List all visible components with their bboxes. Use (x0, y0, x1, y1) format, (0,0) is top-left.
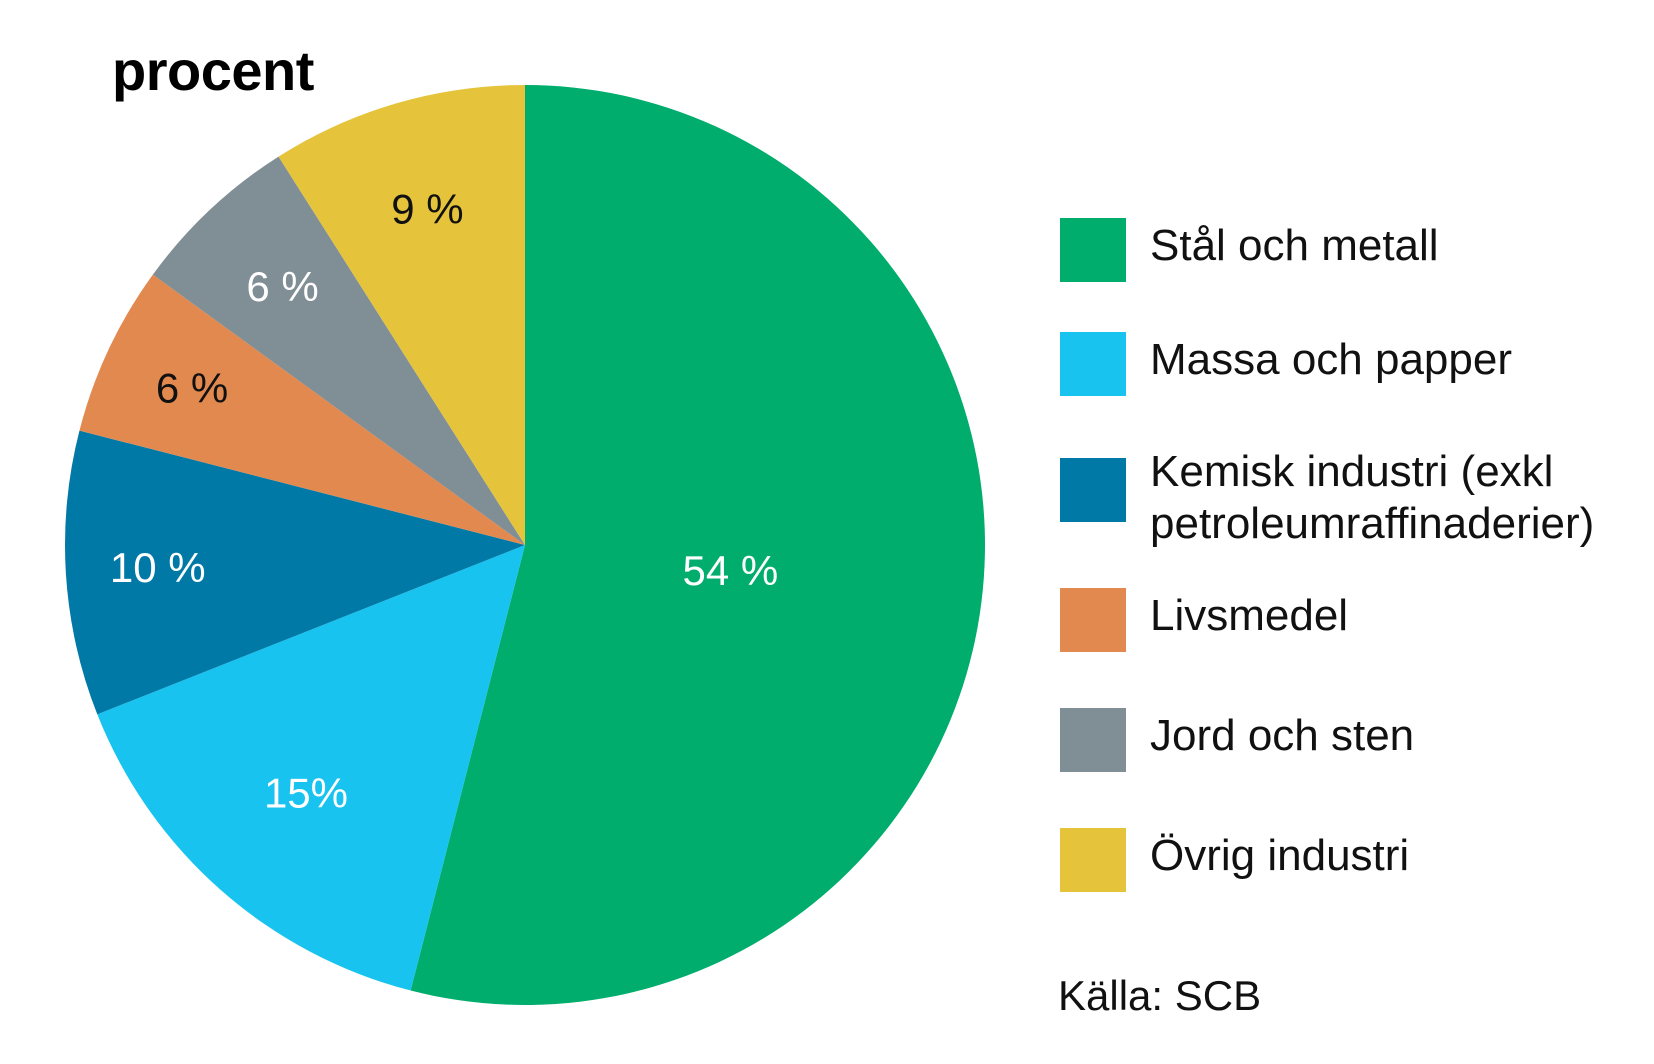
slice-label-4: 6 % (246, 263, 318, 310)
legend-label-5: Övrig industri (1150, 831, 1410, 880)
slice-label-3: 6 % (156, 364, 228, 411)
pie-slice-3 (79, 274, 525, 545)
legend-swatch-5 (1060, 828, 1126, 892)
pie-slice-5 (278, 85, 525, 545)
pie-slice-2 (64, 430, 525, 715)
pie-slice-0 (410, 85, 986, 1006)
source-note: Källa: SCB (1058, 972, 1262, 1019)
pie-slice-1 (97, 545, 525, 991)
chart-title: procent (112, 39, 314, 102)
pie-slice-4 (152, 156, 526, 545)
legend-swatch-2 (1060, 458, 1126, 522)
legend-label-2: Kemisk industri (exkl petroleumraffinade… (1150, 447, 1595, 548)
slice-label-5: 9 % (391, 185, 463, 232)
legend-label-4: Jord och sten (1150, 711, 1415, 760)
slice-label-2: 10 % (110, 544, 206, 591)
legend-swatch-0 (1060, 218, 1126, 282)
slice-label-0: 54 % (683, 547, 779, 594)
slice-label-1: 15% (264, 769, 348, 816)
legend-swatch-3 (1060, 588, 1126, 652)
legend-label-1: Massa och papper (1150, 335, 1512, 384)
legend-swatch-1 (1060, 332, 1126, 396)
legend-swatch-4 (1060, 708, 1126, 772)
legend-label-0: Stål och metall (1150, 221, 1439, 270)
legend-label-3: Livsmedel (1150, 591, 1349, 640)
